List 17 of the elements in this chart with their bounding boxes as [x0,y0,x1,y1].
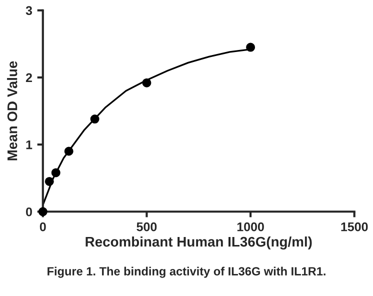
point [90,114,100,124]
x-tick-label: 0 [40,222,46,232]
point [246,42,256,52]
y-tick-label: 3 [26,6,32,16]
y-axis-title: Mean OD Value [7,61,18,160]
point [64,146,74,156]
y-tick-label: 1 [26,140,32,150]
x-tick-label: 500 [136,222,157,232]
y-tick-label: 2 [26,73,32,82]
point [142,78,152,88]
y-tick-label: 0 [26,207,32,216]
x-tick-label: 1500 [341,222,368,232]
point [51,168,60,178]
x-axis-title: Recombinant Human IL36G(ng/ml) [86,236,312,250]
x-tick-label: 1000 [237,222,264,232]
point [44,176,54,186]
caption: Figure 1. The binding activity of IL36G with IL1R1. [48,266,326,278]
